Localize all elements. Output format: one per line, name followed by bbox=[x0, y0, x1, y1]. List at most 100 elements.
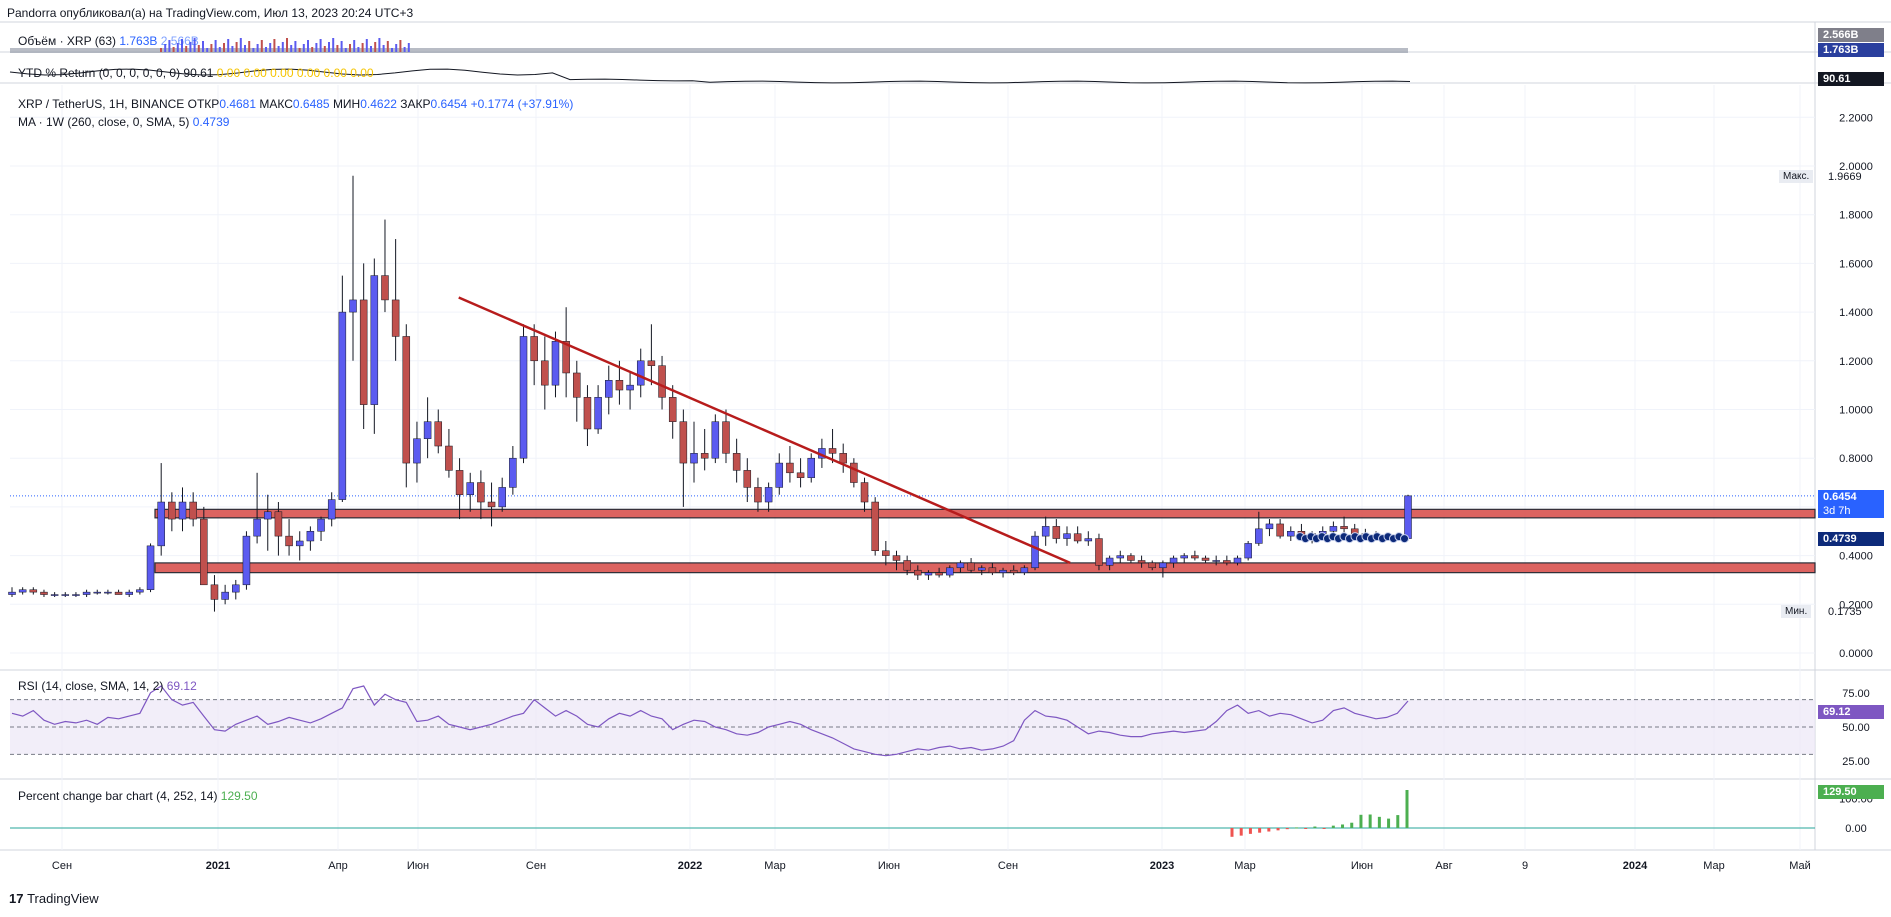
candle-body bbox=[946, 567, 954, 576]
candle-body bbox=[466, 482, 474, 495]
time-tick-label: 9 bbox=[1522, 860, 1528, 872]
volume-value-1: 1.763B bbox=[119, 34, 158, 48]
volume-bar bbox=[302, 44, 305, 52]
pcb-bar bbox=[1313, 826, 1317, 828]
candle-body bbox=[1031, 535, 1039, 569]
volume-bar bbox=[273, 39, 276, 52]
candle-body bbox=[1041, 526, 1050, 537]
high-label: МАКС bbox=[259, 97, 293, 111]
volume-bar bbox=[298, 48, 301, 52]
pcb-bar bbox=[1396, 815, 1400, 828]
candle-body bbox=[1105, 557, 1114, 566]
price-tick-label: 0.0000 bbox=[1839, 648, 1873, 660]
candle-body bbox=[1329, 526, 1338, 532]
last-price-tag: 0.6454 3d 7h bbox=[1818, 490, 1884, 518]
candle-body bbox=[541, 360, 549, 386]
volume-bar bbox=[269, 43, 272, 52]
time-tick-label: Мар bbox=[764, 860, 786, 872]
volume-bar bbox=[332, 38, 335, 52]
pcb-bar bbox=[1350, 822, 1354, 828]
candle-body bbox=[1095, 538, 1103, 566]
candle-body bbox=[551, 341, 560, 386]
time-tick-label: Июн bbox=[1351, 860, 1373, 872]
candle-body bbox=[285, 535, 293, 547]
candle-body bbox=[615, 380, 624, 391]
time-tick-label: 2022 bbox=[678, 860, 702, 872]
ytd-extra: 0.00 0.00 0.00 0.00 0.00 0.00 bbox=[216, 66, 374, 80]
volume-bar bbox=[395, 44, 398, 52]
volume-bar bbox=[214, 40, 217, 52]
volume-bar bbox=[361, 43, 364, 52]
candle-body bbox=[519, 336, 528, 459]
candle-body bbox=[722, 421, 730, 454]
candle-body bbox=[754, 487, 762, 503]
pcb-bar bbox=[1285, 828, 1289, 830]
time-tick-label: Апр bbox=[328, 860, 347, 872]
time-tick-label: Июн bbox=[407, 860, 429, 872]
rsi-tick-label: 25.00 bbox=[1842, 756, 1870, 768]
price-tick-label: 1.6000 bbox=[1839, 258, 1873, 270]
volume-value-2: 2.566B bbox=[160, 34, 199, 48]
candle-body bbox=[423, 421, 432, 439]
candle-body bbox=[402, 336, 411, 464]
volume-bar bbox=[197, 45, 200, 52]
candle-body bbox=[935, 572, 943, 576]
volume-bar bbox=[164, 44, 167, 52]
candle-body bbox=[1052, 526, 1061, 539]
volume-legend: Объём · XRP (63) 1.763B 2.566B bbox=[18, 34, 199, 48]
volume-bar bbox=[277, 46, 280, 52]
candle-body bbox=[391, 299, 400, 337]
candle-body bbox=[509, 457, 517, 488]
candle-body bbox=[178, 501, 187, 520]
logo-icon: 17 bbox=[9, 891, 24, 906]
volume-bar bbox=[168, 40, 171, 52]
rsi-title: RSI (14, close, SMA, 14, 2) bbox=[18, 679, 164, 693]
candle-body bbox=[562, 341, 570, 374]
candle-body bbox=[327, 499, 336, 520]
candle-body bbox=[658, 365, 666, 398]
pcb-bar bbox=[1294, 827, 1298, 829]
tradingview-logo[interactable]: 17 TradingView bbox=[9, 891, 99, 906]
pcb-legend: Percent change bar chart (4, 252, 14) 12… bbox=[18, 789, 258, 803]
candle-body bbox=[967, 562, 975, 571]
volume-bar bbox=[193, 38, 196, 52]
time-tick-label: 2024 bbox=[1623, 860, 1648, 872]
volume-bar bbox=[344, 48, 347, 52]
candle-body bbox=[146, 545, 155, 590]
candle-body bbox=[114, 591, 123, 595]
candle-body bbox=[1084, 538, 1093, 542]
candle-body bbox=[977, 567, 986, 571]
publisher-line: Pandorra опубликовал(а) на TradingView.c… bbox=[7, 6, 414, 20]
min-value: 0.1735 bbox=[1828, 606, 1862, 618]
candle-body bbox=[200, 518, 208, 586]
candle-body bbox=[82, 591, 91, 595]
volume-bar bbox=[260, 40, 263, 52]
candle-body bbox=[1223, 560, 1231, 564]
price-tick-label: 2.0000 bbox=[1839, 161, 1873, 173]
candle-body bbox=[530, 336, 538, 362]
pcb-value: 129.50 bbox=[220, 789, 258, 803]
pcb-bar bbox=[1322, 828, 1326, 829]
volume-bar bbox=[328, 42, 330, 52]
volume-title: Объём · XRP (63) bbox=[18, 34, 117, 48]
ytd-value: 90.61 bbox=[183, 66, 214, 80]
candle-body bbox=[221, 591, 229, 600]
candle-body bbox=[168, 501, 176, 520]
min-label-text: Мин. bbox=[1785, 606, 1808, 617]
price-tick-label: 0.4000 bbox=[1839, 551, 1873, 563]
volume-bar bbox=[370, 46, 372, 52]
volume-bar bbox=[349, 44, 351, 52]
volume-bar bbox=[307, 40, 309, 52]
candle-body bbox=[914, 569, 922, 576]
candle-body bbox=[498, 487, 506, 508]
candle-body bbox=[295, 540, 304, 547]
price-tick-label: 2.2000 bbox=[1839, 112, 1873, 124]
candle-body bbox=[125, 591, 133, 595]
time-tick-label: Сен bbox=[526, 860, 546, 872]
candle-body bbox=[50, 594, 59, 596]
candle-body bbox=[18, 589, 27, 593]
candle-body bbox=[29, 589, 38, 593]
high-value: 0.6485 bbox=[292, 97, 330, 111]
volume-bar bbox=[223, 43, 225, 52]
